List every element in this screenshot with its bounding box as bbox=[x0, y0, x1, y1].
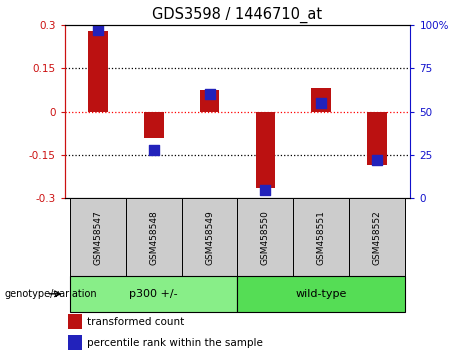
Bar bbox=[237, 276, 405, 312]
Bar bbox=[144, 112, 164, 137]
Text: GSM458549: GSM458549 bbox=[205, 210, 214, 264]
Point bbox=[206, 91, 213, 97]
Bar bbox=[293, 198, 349, 276]
Text: p300 +/-: p300 +/- bbox=[130, 289, 178, 299]
Bar bbox=[68, 314, 82, 329]
Point bbox=[95, 27, 102, 33]
Text: GSM458548: GSM458548 bbox=[149, 210, 158, 264]
Bar bbox=[367, 112, 387, 165]
Point bbox=[317, 100, 325, 105]
Bar bbox=[182, 198, 237, 276]
Point bbox=[150, 147, 158, 153]
Text: percentile rank within the sample: percentile rank within the sample bbox=[87, 337, 263, 348]
Bar bbox=[311, 88, 331, 112]
Bar bbox=[70, 198, 126, 276]
Bar bbox=[88, 30, 108, 112]
Bar bbox=[126, 198, 182, 276]
Bar bbox=[68, 335, 82, 350]
Text: GSM458550: GSM458550 bbox=[261, 210, 270, 265]
Text: GSM458552: GSM458552 bbox=[372, 210, 381, 264]
Text: GSM458547: GSM458547 bbox=[94, 210, 102, 264]
Point bbox=[261, 187, 269, 193]
Text: genotype/variation: genotype/variation bbox=[5, 289, 97, 299]
Bar bbox=[200, 90, 219, 112]
Text: GSM458551: GSM458551 bbox=[317, 210, 325, 265]
Title: GDS3598 / 1446710_at: GDS3598 / 1446710_at bbox=[152, 7, 323, 23]
Point bbox=[373, 157, 380, 163]
Bar bbox=[349, 198, 405, 276]
Text: transformed count: transformed count bbox=[87, 317, 184, 327]
Bar bbox=[70, 276, 237, 312]
Text: wild-type: wild-type bbox=[296, 289, 347, 299]
Bar bbox=[237, 198, 293, 276]
Bar bbox=[255, 112, 275, 188]
